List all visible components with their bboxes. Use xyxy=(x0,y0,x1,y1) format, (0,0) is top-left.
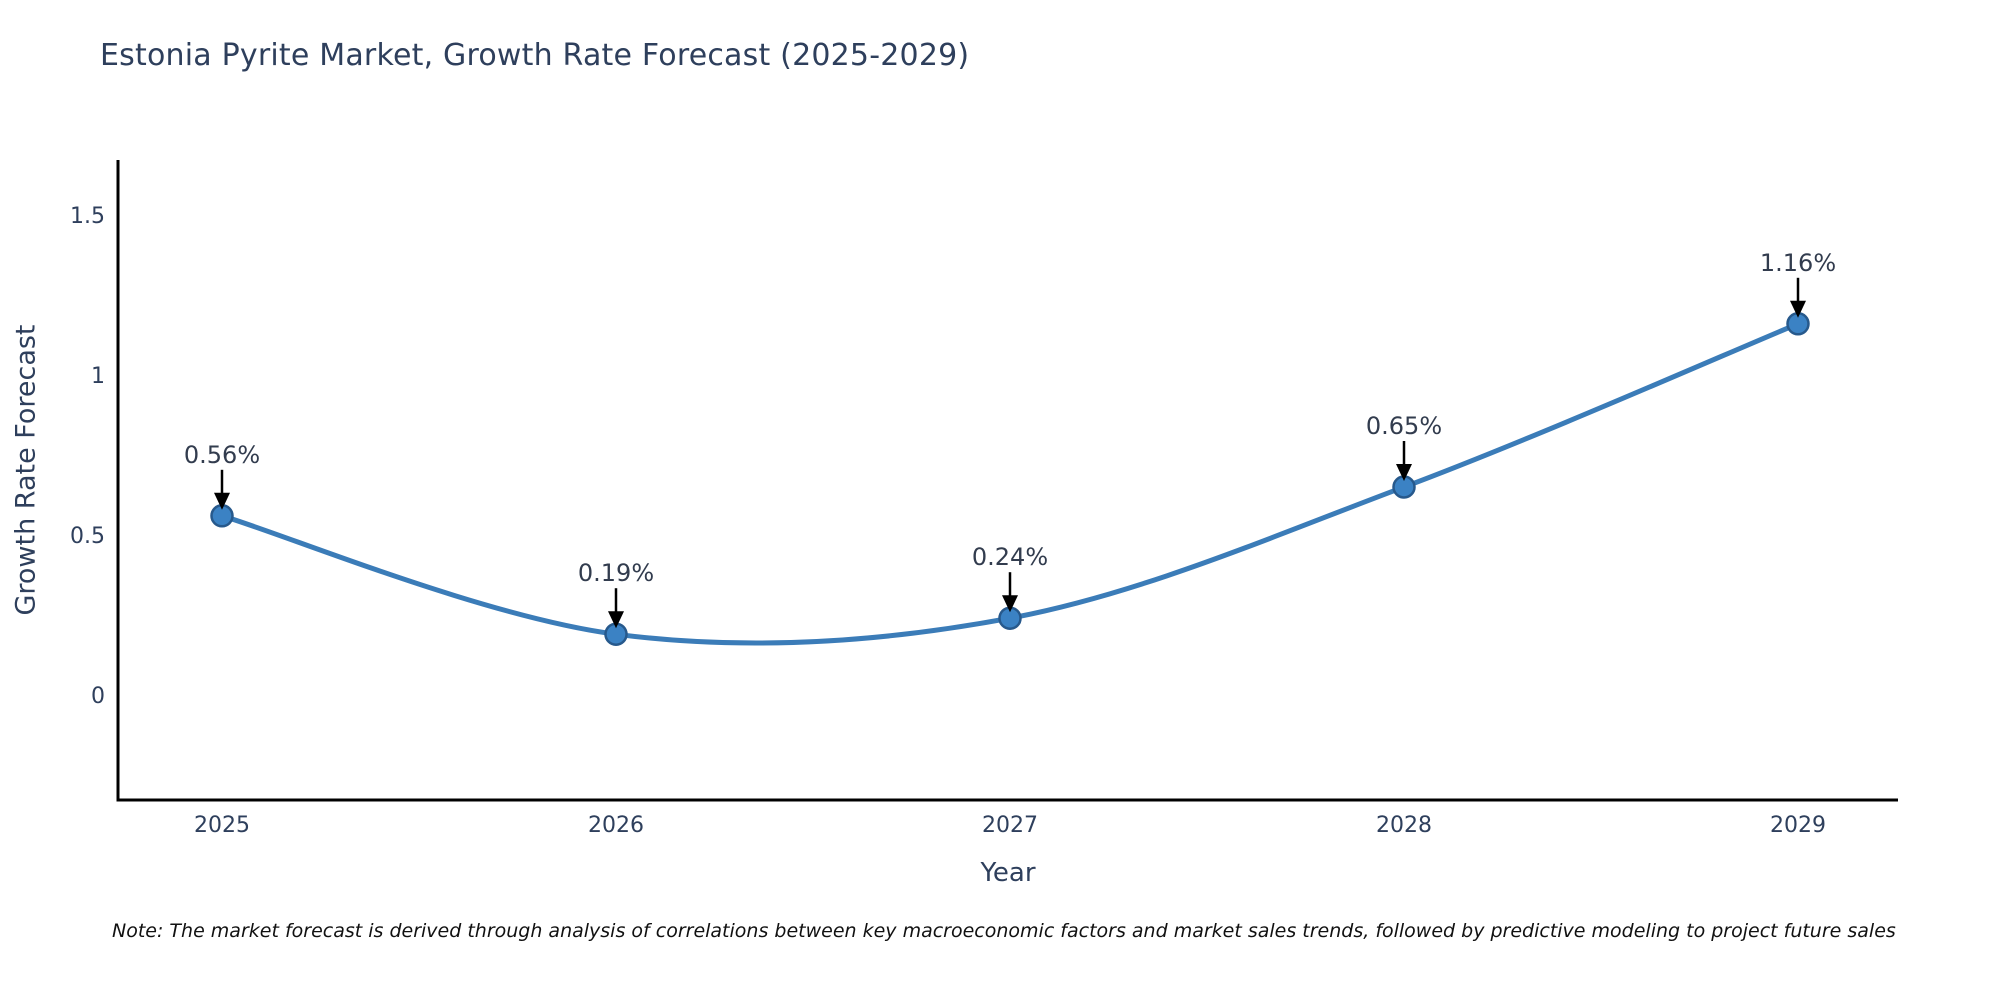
point-annotation-2026: 0.19% xyxy=(578,559,654,587)
point-annotation-2025: 0.56% xyxy=(184,441,260,469)
annotation-arrow-head-2027 xyxy=(1002,595,1018,613)
footnote: Note: The market forecast is derived thr… xyxy=(112,920,1896,942)
y-tick-label-1: 1 xyxy=(91,364,105,389)
point-annotation-2029: 1.16% xyxy=(1760,249,1836,277)
point-annotation-2027: 0.24% xyxy=(972,543,1048,571)
chart-title: Estonia Pyrite Market, Growth Rate Forec… xyxy=(100,38,970,73)
annotation-arrow-head-2026 xyxy=(608,611,624,629)
x-axis-title: Year xyxy=(980,858,1036,888)
annotation-arrow-head-2025 xyxy=(214,492,230,510)
x-tick-label-2027: 2027 xyxy=(982,813,1038,838)
x-tick-label-2026: 2026 xyxy=(588,813,644,838)
annotation-arrow-head-2028 xyxy=(1396,464,1412,481)
annotation-arrow-head-2029 xyxy=(1790,300,1806,318)
x-tick-label-2028: 2028 xyxy=(1376,813,1432,838)
y-tick-label-0.5: 0.5 xyxy=(70,524,105,549)
x-tick-label-2025: 2025 xyxy=(194,813,250,838)
y-tick-label-1.5: 1.5 xyxy=(70,204,105,229)
x-tick-label-2029: 2029 xyxy=(1770,813,1826,838)
point-annotation-2028: 0.65% xyxy=(1366,412,1442,440)
y-tick-label-0: 0 xyxy=(91,684,105,709)
